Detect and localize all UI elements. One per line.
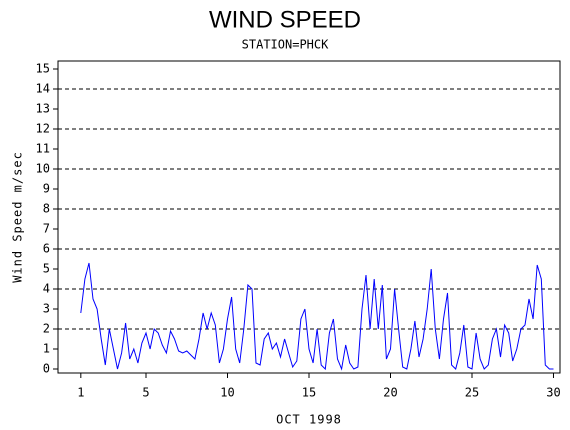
x-tick-label: 25 — [465, 386, 479, 400]
y-tick-label: 0 — [43, 362, 50, 376]
y-tick-label: 13 — [36, 102, 50, 116]
y-tick-label: 8 — [43, 202, 50, 216]
y-tick-label: 10 — [36, 162, 50, 176]
y-tick-label: 4 — [43, 282, 50, 296]
wind-line — [80, 262, 554, 371]
y-tick-label: 3 — [43, 302, 50, 316]
y-tick-label: 15 — [36, 62, 50, 76]
x-axis-label: OCT 1998 — [276, 413, 342, 427]
x-tick-label: 20 — [383, 386, 397, 400]
chart-title: WIND SPEED — [209, 6, 361, 33]
y-tick-label: 11 — [36, 142, 50, 156]
y-tick-label: 7 — [43, 222, 50, 236]
y-tick-label: 1 — [43, 342, 50, 356]
y-tick-label: 9 — [43, 182, 50, 196]
x-tick-label: 5 — [142, 386, 149, 400]
y-axis-label: Wind Speed m/sec — [11, 151, 25, 283]
x-tick-label: 15 — [302, 386, 316, 400]
x-tick-label: 1 — [77, 386, 84, 400]
x-tick-label: 10 — [220, 386, 234, 400]
y-tick-label: 2 — [43, 322, 50, 336]
x-tick-label: 30 — [546, 386, 560, 400]
plot-frame — [57, 60, 561, 374]
y-tick-label: 6 — [43, 242, 50, 256]
y-tick-label: 14 — [36, 82, 50, 96]
chart-subtitle: STATION=PHCK — [242, 38, 329, 52]
y-tick-label: 5 — [43, 262, 50, 276]
y-tick-label: 12 — [36, 122, 50, 136]
